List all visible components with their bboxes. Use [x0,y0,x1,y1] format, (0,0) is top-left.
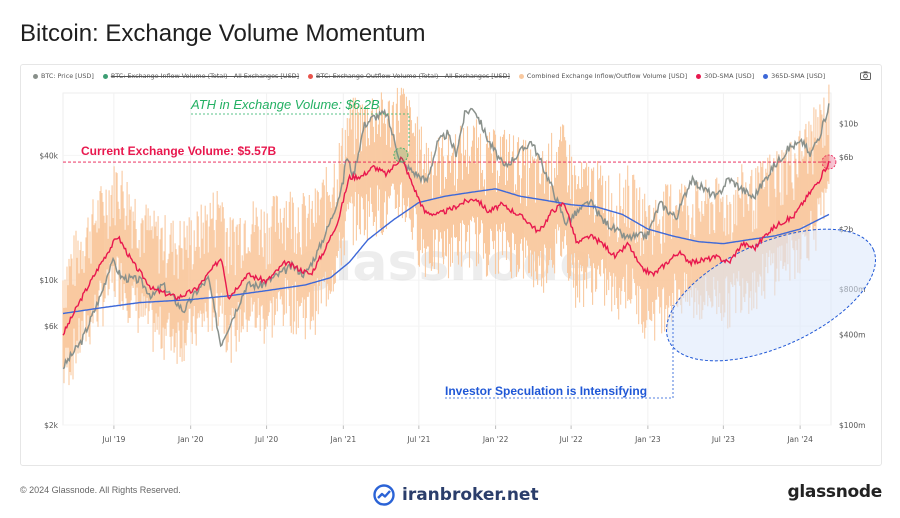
legend-label: 365D-SMA [USD] [771,72,826,80]
left-axis-tick-label: $2k [44,421,59,430]
right-axis-tick-label: $6b [839,153,854,162]
legend-dot-icon [518,73,524,79]
legend-dot-icon [102,73,108,79]
sma365-line [62,188,830,315]
legend-item[interactable]: BTC: Exchange Outflow Volume (Total) - A… [308,72,510,80]
legend-label: 30D-SMA [USD] [704,72,755,80]
x-tick-label: Jan '23 [634,435,661,444]
left-axis-tick-label: $6k [44,322,59,331]
x-tick-label: Jul '20 [254,435,278,444]
legend-dot-icon [763,73,769,79]
legend-dot-icon [696,73,702,79]
speculation-connector [445,305,674,399]
x-tick-label: Jan '22 [482,435,509,444]
ath-connector [191,113,410,149]
legend-label: Combined Exchange Inflow/Outflow Volume … [526,72,688,80]
camera-icon[interactable] [860,71,871,80]
chart-legend: BTC: Price [USD] BTC: Exchange Inflow Vol… [33,72,825,80]
iranbroker-watermark: iranbroker.net [372,483,539,507]
exchange-volume-chart: Jul '19 Jan '20 Jul '20 Jan '21 Jul '21 Jan '… [39,84,876,444]
legend-item[interactable]: Combined Exchange Inflow/Outflow Volume … [518,72,688,80]
legend-dot-icon [308,73,314,79]
left-axis-tick-label: $10k [39,276,58,285]
current-volume-marker [821,154,837,170]
x-tick-label: Jul '19 [101,435,125,444]
ath-volume-label: ATH in Exchange Volume: $6.2B [190,97,380,112]
chart-panel: BTC: Price [USD] BTC: Exchange Inflow Vol… [20,64,882,466]
legend-label: BTC: Exchange Inflow Volume (Total) - Al… [110,72,300,80]
ath-volume-marker [393,147,409,163]
legend-item[interactable]: 365D-SMA [USD] [763,72,825,80]
x-tick-label: Jan '24 [786,435,813,444]
x-tick-label: Jul '23 [711,435,735,444]
legend-item[interactable]: 30D-SMA [USD] [696,72,754,80]
legend-label: BTC: Exchange Outflow Volume (Total) - A… [316,72,510,80]
right-axis-tick-label: $10b [839,120,858,129]
speculation-ellipse [666,228,876,362]
x-tick-label: Jan '20 [177,435,204,444]
price-line [62,103,830,370]
legend-label: BTC: Price [USD] [41,72,94,80]
legend-item[interactable]: BTC: Exchange Inflow Volume (Total) - Al… [102,72,300,80]
brand-text: iranbroker.net [402,485,539,505]
sma30-line [62,156,830,336]
current-volume-label: Current Exchange Volume: $5.57B [81,144,277,158]
page-title: Bitcoin: Exchange Volume Momentum [20,20,426,47]
x-tick-label: Jul '21 [406,435,430,444]
x-tick-label: Jul '22 [559,435,583,444]
right-axis-tick-label: $100m [839,421,865,430]
copyright-text: © 2024 Glassnode. All Rights Reserved. [20,485,181,495]
left-axis-tick-label: $40k [39,151,58,160]
x-tick-label: Jan '21 [330,435,357,444]
right-axis-tick-label: $400m [839,330,865,339]
legend-item[interactable]: BTC: Price [USD] [33,72,94,80]
glassnode-logo: glassnode [787,482,883,502]
speculation-label: Investor Speculation is Intensifying [445,384,647,398]
legend-dot-icon [33,73,38,79]
brand-logo-icon [373,484,395,506]
right-axis-tick-label: $2b [839,225,854,234]
